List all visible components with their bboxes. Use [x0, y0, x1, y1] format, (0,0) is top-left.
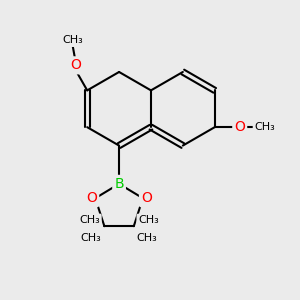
Text: O: O [70, 58, 81, 72]
Text: O: O [234, 120, 245, 134]
Text: CH₃: CH₃ [137, 233, 158, 243]
Text: B: B [114, 177, 124, 191]
Text: CH₃: CH₃ [62, 35, 83, 45]
Text: CH₃: CH₃ [79, 215, 100, 225]
Text: CH₃: CH₃ [81, 233, 101, 243]
Text: CH₃: CH₃ [254, 122, 275, 132]
Text: CH₃: CH₃ [138, 215, 159, 225]
Text: O: O [86, 191, 97, 205]
Text: O: O [141, 191, 152, 205]
